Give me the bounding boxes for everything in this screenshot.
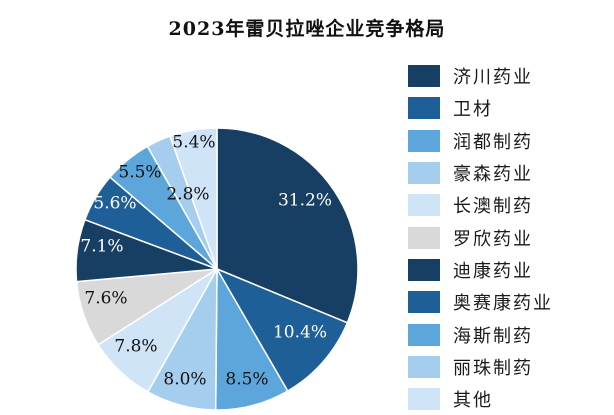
legend-label: 奥赛康药业	[453, 293, 553, 315]
legend-label: 海斯制药	[453, 325, 533, 347]
data-label: 8.5%	[225, 370, 268, 390]
data-label: 7.6%	[84, 289, 127, 309]
data-label: 5.5%	[118, 163, 161, 183]
legend-swatch	[408, 129, 440, 152]
legend-swatch	[408, 162, 440, 185]
legend-item: 济川药业	[408, 60, 608, 92]
legend-item: 奥赛康药业	[408, 286, 608, 318]
legend-swatch	[408, 226, 440, 249]
legend-label: 罗欣药业	[453, 228, 533, 250]
data-label: 7.1%	[80, 237, 123, 257]
legend-swatch	[408, 65, 440, 88]
legend-item: 其他	[408, 383, 608, 415]
legend-label: 丽珠制药	[453, 357, 533, 379]
data-label: 10.4%	[273, 323, 327, 343]
legend-item: 罗欣药业	[408, 221, 608, 253]
legend-swatch	[408, 97, 440, 120]
legend-item: 豪森药业	[408, 157, 608, 189]
legend-item: 润都制药	[408, 125, 608, 157]
legend-swatch	[408, 194, 440, 217]
legend-item: 迪康药业	[408, 254, 608, 286]
legend-item: 海斯制药	[408, 318, 608, 350]
pie-slice	[215, 267, 349, 393]
legend-label: 迪康药业	[453, 260, 533, 282]
legend-swatch	[408, 291, 440, 314]
legend-swatch	[408, 323, 440, 346]
legend-label: 豪森药业	[453, 164, 533, 186]
chart-title: 2023年雷贝拉唑企业竞争格局	[168, 18, 446, 40]
legend: 济川药业卫材润都制药豪森药业长澳制药罗欣药业迪康药业奥赛康药业海斯制药丽珠制药其…	[408, 60, 608, 415]
legend-swatch	[408, 388, 440, 411]
legend-swatch	[408, 258, 440, 281]
legend-item: 长澳制药	[408, 189, 608, 221]
data-label: 2.8%	[166, 185, 209, 205]
legend-label: 润都制药	[453, 131, 533, 153]
legend-swatch	[408, 355, 440, 378]
data-label: 5.4%	[172, 133, 215, 153]
legend-item: 卫材	[408, 92, 608, 124]
legend-label: 卫材	[453, 99, 493, 121]
pie-slice	[216, 127, 359, 324]
legend-item: 丽珠制药	[408, 351, 608, 383]
data-label: 5.6%	[93, 194, 136, 214]
data-label: 7.8%	[114, 337, 157, 357]
data-label: 31.2%	[278, 191, 332, 211]
data-label: 8.0%	[163, 370, 206, 390]
legend-label: 济川药业	[453, 67, 533, 89]
legend-label: 其他	[453, 390, 493, 412]
legend-label: 长澳制药	[453, 196, 533, 218]
pie-slice	[169, 127, 218, 270]
